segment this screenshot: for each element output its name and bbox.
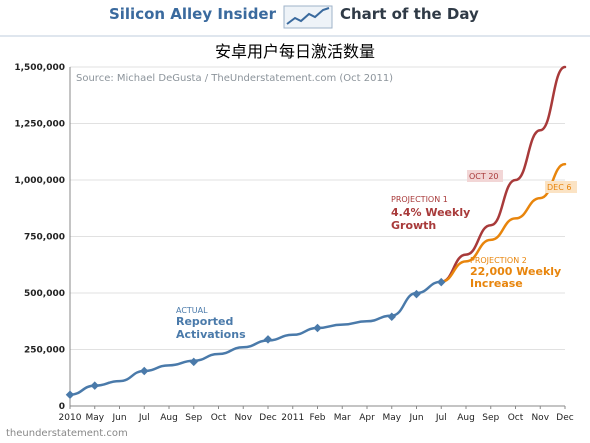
x-tick-label: Oct xyxy=(211,413,227,423)
y-tick-label: 750,000 xyxy=(24,233,65,243)
x-tick-label: Dec xyxy=(259,413,276,423)
x-tick-label: Sep xyxy=(185,413,202,423)
x-tick-label: Aug xyxy=(457,413,475,423)
actual-label-line2: Activations xyxy=(176,328,246,341)
x-tick-label: 2010 xyxy=(59,413,82,423)
x-tick-label: Aug xyxy=(160,413,178,423)
x-tick-label: Mar xyxy=(334,413,351,423)
brand-name: Silicon Alley Insider xyxy=(108,5,276,23)
y-tick-label: 1,250,000 xyxy=(14,120,65,130)
dec6-label: DEC 6 xyxy=(545,181,577,193)
footer-credit: theunderstatement.com xyxy=(6,428,128,439)
x-tick-label: Sep xyxy=(482,413,499,423)
y-tick-label: 1,500,000 xyxy=(14,63,65,73)
series-layer xyxy=(68,65,567,396)
x-tick-label: Oct xyxy=(508,413,524,423)
x-tick-label: May xyxy=(382,413,401,423)
chart-of-the-day-label: Chart of the Day xyxy=(340,5,479,23)
dec6-text: DEC 6 xyxy=(547,183,571,192)
x-axis-ticks: 2010 May Jun Jul Aug Sep Oct Nov Dec 2011 Feb Mar Ap… xyxy=(59,406,574,423)
projection2-label-line2: Increase xyxy=(470,277,523,290)
projection2-label-line1: 22,000 Weekly xyxy=(470,265,561,278)
x-tick-label: Apr xyxy=(359,413,375,423)
actual-data-point xyxy=(189,357,198,367)
projection2-series-line xyxy=(440,162,567,283)
actual-data-point xyxy=(437,277,446,287)
actual-data-point xyxy=(90,381,99,390)
actual-label-line1: Reported xyxy=(176,315,233,328)
oct20-label: OCT 20 xyxy=(467,170,503,182)
x-tick-label: Jul xyxy=(138,413,150,423)
y-tick-label: 250,000 xyxy=(24,346,65,356)
actual-small-label: ACTUAL xyxy=(176,306,208,315)
projection1-label-line1: 4.4% Weekly xyxy=(391,206,470,219)
x-tick-label: May xyxy=(85,413,104,423)
source-note: Source: Michael DeGusta / TheUnderstatem… xyxy=(76,73,393,84)
oct20-background xyxy=(467,170,503,182)
header-rule xyxy=(0,35,590,37)
oct20-text: OCT 20 xyxy=(469,172,499,181)
projection2-small-label: PROJECTION 2 xyxy=(470,256,527,265)
x-tick-label: Nov xyxy=(234,413,252,423)
x-tick-label: Dec xyxy=(556,413,573,423)
line-chart: 1,500,000 1,250,000 1,000,000 750,000 500,00… xyxy=(14,63,577,423)
x-tick-label: Feb xyxy=(310,413,326,423)
actual-data-point xyxy=(313,323,322,333)
actual-data-point xyxy=(412,289,421,299)
y-tick-label: 0 xyxy=(59,402,65,412)
actual-data-point xyxy=(65,390,75,399)
projection1-small-label: PROJECTION 1 xyxy=(391,195,448,204)
x-tick-label: 2011 xyxy=(281,413,304,423)
x-tick-label: Jun xyxy=(408,413,423,423)
x-tick-label: Nov xyxy=(531,413,549,423)
y-axis-ticks: 1,500,000 1,250,000 1,000,000 750,000 500,00… xyxy=(14,63,65,412)
y-tick-label: 1,000,000 xyxy=(14,176,65,186)
actual-data-point xyxy=(140,366,149,376)
actual-data-point xyxy=(387,312,396,321)
x-tick-label: Jun xyxy=(111,413,126,423)
dec6-background xyxy=(545,181,577,193)
projection1-label-line2: Growth xyxy=(391,219,436,232)
y-tick-label: 500,000 xyxy=(24,289,65,299)
mini-chart-icon xyxy=(283,5,333,29)
actual-series-line xyxy=(68,280,443,396)
actual-data-point xyxy=(263,335,273,344)
actual-markers xyxy=(65,277,446,399)
chart-title: 安卓用户每日激活数量 xyxy=(214,42,375,61)
projection1-series-line xyxy=(440,65,567,283)
x-tick-label: Jul xyxy=(435,413,447,423)
